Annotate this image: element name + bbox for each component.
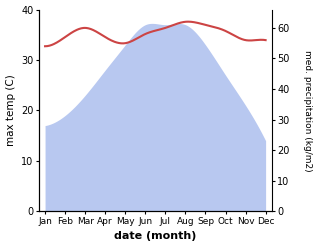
Y-axis label: med. precipitation (kg/m2): med. precipitation (kg/m2) [303,50,313,171]
X-axis label: date (month): date (month) [114,231,197,242]
Y-axis label: max temp (C): max temp (C) [5,75,16,146]
